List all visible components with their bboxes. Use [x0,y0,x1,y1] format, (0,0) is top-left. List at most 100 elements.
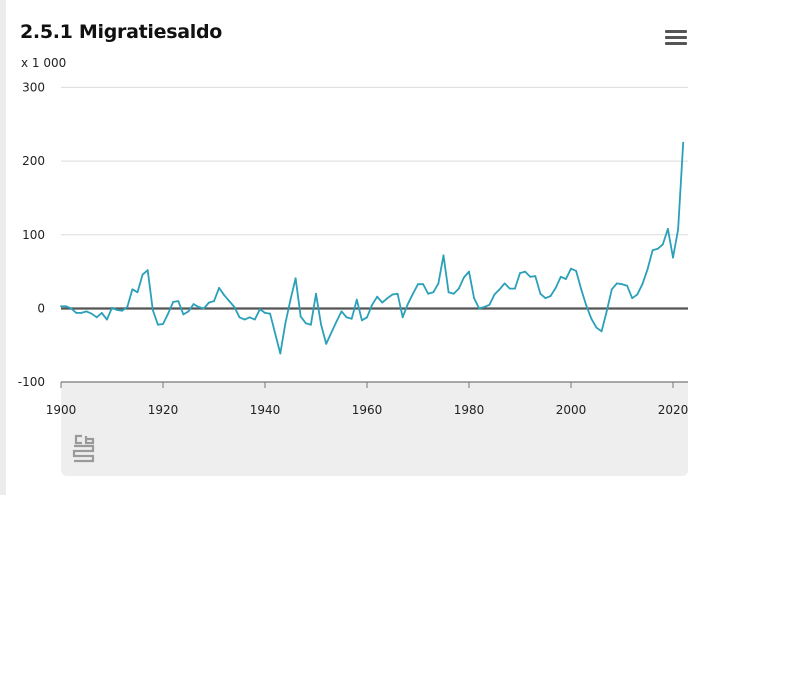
x-tick-labels: 1900 1920 1940 1960 1980 2000 2020 [46,403,689,417]
data-point [376,295,379,298]
data-point [600,330,603,333]
data-point [386,297,389,300]
data-point [508,287,511,290]
data-point [371,303,373,306]
data-point [182,313,185,316]
data-point [65,305,67,308]
unit-label: x 1 000 [21,56,66,70]
data-point [524,270,526,273]
data-point [529,275,532,278]
data-point [279,352,282,355]
data-point [498,288,501,291]
data-point [534,275,537,277]
data-point [187,310,190,313]
data-point [85,310,88,313]
data-point [310,323,312,326]
data-point [80,312,83,314]
data-point [60,305,62,308]
left-border [0,0,6,495]
data-point [605,310,608,313]
data-point [626,284,628,287]
data-point [320,323,322,326]
data-point [95,316,98,319]
data-point [483,306,486,308]
data-point [238,316,241,319]
data-point [549,295,552,297]
data-point [595,326,598,329]
data-point [519,272,521,275]
data-point [259,308,261,311]
data-point [213,300,215,303]
data-point [330,331,333,334]
data-point [590,317,593,320]
data-point [289,298,292,301]
data-point [432,291,435,294]
y-tick-label: 0 [37,302,45,316]
data-point [177,300,180,303]
data-point [452,292,455,295]
data-point [157,323,159,326]
data-point [473,297,475,300]
x-tick-label: 1900 [46,403,77,417]
data-point [401,316,404,319]
y-tick-label: 100 [22,228,45,242]
data-point [208,301,210,304]
data-point [121,309,124,312]
data-point [315,292,317,295]
data-point [422,283,424,286]
data-point [667,228,669,230]
x-tick-label: 1980 [454,403,485,417]
hamburger-menu-icon[interactable] [665,30,687,48]
y-tick-label: 300 [22,80,45,94]
data-point [575,270,577,272]
axes [60,307,688,388]
data-point [539,292,542,295]
data-point [361,319,363,322]
x-tick-label: 2020 [658,403,689,417]
data-point [616,282,618,285]
data-point [468,270,470,273]
data-point [437,282,440,285]
data-point [197,306,200,308]
data-point [641,283,644,286]
data-point [248,316,251,319]
series-layer [60,141,685,355]
data-point [621,283,623,286]
data-point [406,303,409,305]
data-point [202,307,205,310]
data-point [427,292,430,295]
data-point [325,342,328,345]
data-point [243,318,246,321]
data-point [355,298,358,301]
data-point [412,292,414,295]
data-point [682,141,685,144]
data-point [488,303,491,306]
data-point [565,278,567,280]
data-point [269,312,271,315]
data-point [503,282,506,285]
data-point [677,228,679,231]
data-point [381,301,384,304]
data-point [111,306,113,309]
series-line [61,142,685,355]
data-point [350,317,353,320]
data-point [294,277,297,280]
data-point [661,243,664,246]
x-tick-label: 1960 [352,403,383,417]
data-point [70,307,73,310]
y-tick-label: 200 [22,154,45,168]
data-point [493,293,496,296]
data-point [651,249,654,252]
data-point [264,312,266,314]
data-point [116,309,118,311]
data-point [544,297,547,300]
data-point [610,288,613,291]
data-point [514,287,516,290]
data-point [417,283,419,286]
x-tick-label: 2000 [556,403,587,417]
data-point [151,309,154,311]
data-point [136,291,139,294]
data-point [656,247,659,250]
grid-lines [61,86,688,236]
